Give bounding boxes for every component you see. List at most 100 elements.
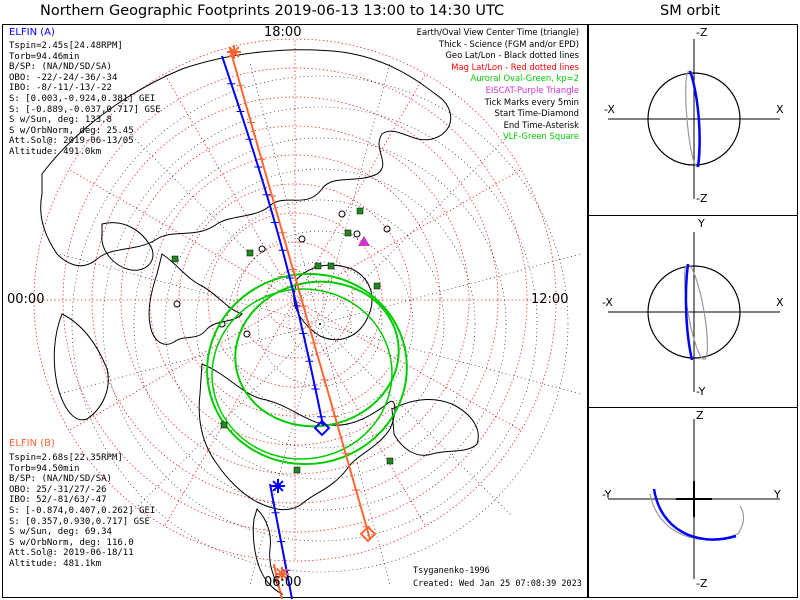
geo-lat-circle — [71, 75, 569, 573]
mag-meridian — [294, 74, 426, 301]
vlf-square — [373, 282, 381, 290]
elfin-a-start-diamond — [313, 419, 331, 437]
orbit-title: SM orbit — [660, 3, 721, 19]
auroral-oval — [206, 272, 408, 466]
land-outline — [198, 363, 396, 511]
elfin-a-name: ELFIN (A) — [9, 27, 55, 38]
legend-item: End Time-Asterisk — [503, 119, 579, 130]
clock-label-top: 18:00 — [264, 25, 302, 40]
mag-meridian — [294, 169, 521, 301]
legend-item: Auroral Oval-Green, kp=2 — [470, 73, 579, 84]
elfin-b-info-line: S w/Sun, deg: 69.34 — [9, 527, 112, 538]
elfin-b-track-south — [273, 563, 283, 600]
land-outline — [53, 313, 109, 421]
elfin-a-info-line: Att.Sol@: 2019-06-13/05 — [9, 136, 134, 147]
land-outline — [148, 253, 243, 345]
geo-meridian — [319, 323, 512, 516]
orbit1-bottom-label: -Z — [696, 192, 708, 205]
elfin-b-info-line: IBO: 52/-81/63/-47 — [9, 495, 107, 506]
elfin-a-info-line: Torb=94.46min — [9, 51, 80, 62]
legend-item: Earth/Oval View Center Time (triangle) — [416, 27, 579, 37]
geo-lat-circle — [288, 292, 352, 356]
polar-map — [33, 38, 581, 600]
island-outline — [338, 210, 346, 218]
vlf-square — [314, 262, 322, 270]
legend: Earth/Oval View Center Time (triangle) Th… — [417, 27, 579, 143]
auroral-oval-inner — [234, 280, 400, 428]
legend-item: Tick Marks every 5min — [484, 96, 579, 107]
clock-label-left: 00:00 — [7, 292, 45, 307]
elfin-b-track — [229, 48, 371, 540]
mag-lat-circle — [178, 183, 412, 417]
geo-meridian — [249, 63, 321, 325]
island-outline — [173, 300, 181, 308]
orbit2-top-label: Y — [698, 217, 705, 230]
island-outline — [353, 230, 361, 238]
geo-lat-circle — [195, 199, 445, 449]
created-credit: Created: Wed Jan 25 07:08:39 2023 — [413, 579, 582, 589]
elfin-a-orbit-1 — [688, 70, 701, 168]
mag-meridian — [164, 74, 296, 301]
geo-lat-circle — [257, 261, 383, 387]
vlf-square — [246, 249, 254, 257]
elfin-b-info-line: B/SP: (NA/ND/SD/SA) — [9, 474, 112, 485]
mag-lat-circle — [120, 125, 470, 475]
orbit3-top-label: Z — [696, 409, 704, 422]
earth-circle — [647, 72, 741, 166]
geo-meridian — [128, 132, 321, 325]
geo-grid — [59, 63, 581, 585]
elfin-b-info-line: Torb=94.50min — [9, 463, 80, 474]
mag-lat-circle — [33, 38, 557, 562]
elfin-a-info-line: IBO: -8/-11/-13/-22 — [9, 83, 112, 94]
island-outline — [298, 235, 306, 243]
geo-meridian — [319, 63, 391, 325]
land-outline — [101, 222, 154, 271]
page-title: Northern Geographic Footprints 2019-06-1… — [40, 3, 505, 19]
orbit1-left-label: -X — [604, 103, 615, 116]
land-outline — [40, 49, 452, 267]
mag-grid — [33, 38, 557, 562]
geo-lat-circle — [102, 106, 538, 542]
vlf-square — [386, 457, 394, 465]
orbit1-top-label: -Z — [696, 26, 708, 39]
vlf-square — [327, 262, 335, 270]
mag-meridian — [69, 299, 296, 431]
elfin-a-track — [221, 55, 325, 427]
elfin-a-info-line: S: [0.003,-0.924,0.381] GEI — [9, 93, 156, 104]
legend-item: Geo Lat/Lon - Black dotted lines — [445, 50, 579, 61]
auroral-oval-mid — [211, 288, 393, 460]
geo-meridian — [319, 323, 391, 585]
vlf-square — [220, 421, 228, 429]
elfin-b-info-line: Tspin=2.68s[22.35RPM] — [9, 453, 123, 463]
vlf-square — [356, 207, 364, 215]
orbit-panel-1 — [608, 39, 780, 199]
geo-meridian — [249, 323, 321, 585]
mag-lat-circle — [265, 270, 325, 330]
mag-meridian — [164, 299, 296, 526]
geo-meridian — [128, 323, 321, 516]
orbit1-right-label: X — [776, 103, 784, 116]
island-outline — [258, 245, 266, 253]
vlf-square — [344, 229, 352, 237]
eiscat-triangle — [358, 236, 370, 246]
island-outline — [243, 330, 251, 338]
geo-meridian — [319, 253, 581, 325]
orbit3-left-label: -Y — [602, 488, 612, 501]
legend-item: Thick - Science (FGM and/or EPD) — [438, 38, 579, 49]
station-markers — [171, 207, 394, 474]
geo-lat-circle — [133, 137, 507, 511]
land-outline — [391, 399, 479, 456]
elfin-a-info-line: S w/Sun, deg: 133.8 — [9, 115, 112, 126]
elfin-b-info-line: OBO: 25/-31/27/-26 — [9, 484, 107, 495]
clock-label-right: 12:00 — [531, 292, 569, 307]
legend-item: Start Time-Diamond — [494, 108, 579, 119]
elfin-a-info-line: Altitude: 491.0km — [9, 146, 102, 157]
geo-meridian — [319, 132, 512, 325]
clock-label-bottom: 06:00 — [264, 575, 302, 590]
auroral-oval-outer — [206, 272, 408, 466]
elfin-a-orbit-3 — [652, 488, 737, 541]
elfin-a-info-line: B/SP: (NA/ND/SD/SA) — [9, 62, 112, 73]
elfin-b-end-asterisk — [276, 568, 288, 580]
vlf-square — [293, 466, 301, 474]
vlf-square — [171, 255, 179, 263]
